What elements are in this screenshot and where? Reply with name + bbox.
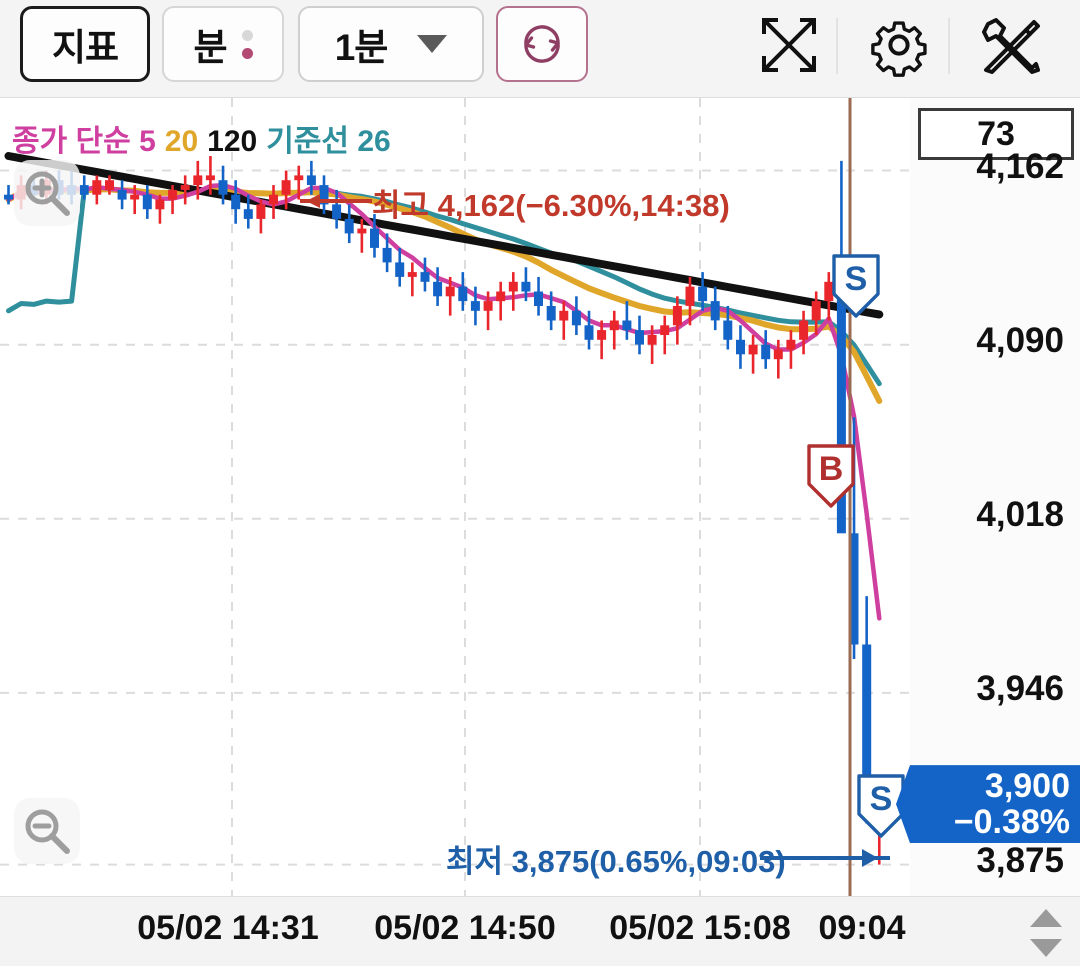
legend-baseline: 기준선 26 xyxy=(266,125,391,158)
legend-ma5: 종가 단순 5 xyxy=(12,125,156,158)
current-price-change: −0.38% xyxy=(953,803,1070,842)
price-tick-label: 3,875 xyxy=(976,840,1064,880)
legend-ma20: 20 xyxy=(164,125,199,158)
trade-marker: S xyxy=(832,254,880,318)
refresh-button[interactable] xyxy=(496,6,588,82)
time-scroll-spinner[interactable] xyxy=(1026,909,1066,957)
svg-text:B: B xyxy=(819,450,844,488)
time-tick-label: 09:04 xyxy=(818,909,906,947)
period-button[interactable]: 분 xyxy=(162,6,284,82)
price-axis[interactable]: 73 4,162 4,090 4,018 3,946 3,875 3,900 −… xyxy=(896,98,1080,896)
gear-icon xyxy=(871,21,927,77)
svg-text:S: S xyxy=(845,260,868,298)
indicator-legend: 종가 단순 5 20 120 기준선 26 xyxy=(12,116,400,160)
time-tick-label: 05/02 14:50 xyxy=(374,909,556,947)
current-price-badge: 3,900 −0.38% xyxy=(896,765,1080,844)
chevron-up-icon[interactable] xyxy=(1030,909,1062,927)
indicator-button-label: 지표 xyxy=(51,27,119,68)
current-value-box: 73 xyxy=(918,108,1074,160)
zoom-out-icon xyxy=(25,809,70,854)
fullscreen-button[interactable] xyxy=(748,8,830,82)
indicator-button[interactable]: 지표 xyxy=(20,6,150,82)
trade-marker: B xyxy=(807,444,855,508)
price-tick-label: 4,018 xyxy=(976,494,1064,534)
time-tick-label: 05/02 14:31 xyxy=(137,909,319,947)
interval-select[interactable]: 1분 xyxy=(298,6,484,82)
chevron-down-icon xyxy=(417,35,448,53)
settings-button[interactable] xyxy=(858,8,940,82)
low-annotation: 최저 3,875(0.65%,09:03) xyxy=(446,844,786,879)
interval-select-label: 1분 xyxy=(334,27,389,68)
price-tick-label: 4,162 xyxy=(976,146,1064,186)
period-button-label: 분 xyxy=(193,27,227,68)
time-axis[interactable]: 05/02 14:31 05/02 14:50 05/02 15:08 09:0… xyxy=(0,896,1080,966)
zoom-in-button[interactable] xyxy=(14,160,80,226)
tools-icon xyxy=(982,18,1040,74)
price-tick-label: 3,946 xyxy=(976,668,1064,708)
refresh-icon xyxy=(524,25,560,63)
current-price-value: 3,900 xyxy=(984,767,1070,806)
legend-ma120: 120 xyxy=(207,125,258,158)
svg-text:S: S xyxy=(870,780,893,818)
tools-button[interactable] xyxy=(968,8,1054,82)
price-tick-label: 4,090 xyxy=(976,320,1064,360)
chart-plot-area[interactable]: S B S 종가 단순 5 20 120 기준선 26 최고 4,162(−6.30%,1… xyxy=(0,98,910,896)
period-dots-icon xyxy=(241,29,253,59)
trade-marker: S xyxy=(857,774,905,838)
high-annotation: 최고 4,162(−6.30%,14:38) xyxy=(372,188,730,223)
chevron-down-icon[interactable] xyxy=(1030,939,1062,957)
chart-toolbar: 지표 분 1분 xyxy=(0,0,1080,98)
candlestick-chart: S B S xyxy=(0,98,910,896)
time-tick-label: 05/02 15:08 xyxy=(609,909,791,947)
fullscreen-icon xyxy=(762,18,816,72)
zoom-out-button[interactable] xyxy=(14,798,80,864)
zoom-in-icon xyxy=(25,171,70,216)
